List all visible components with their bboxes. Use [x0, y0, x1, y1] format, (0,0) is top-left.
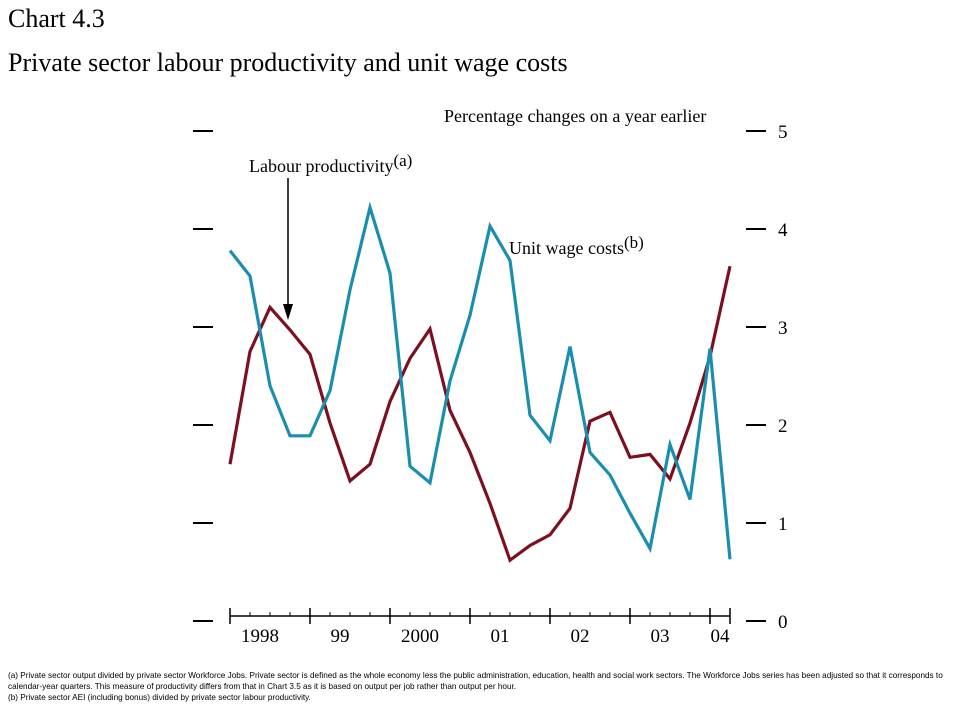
x-tick-label-2000: 2000 — [401, 626, 439, 647]
annotation-arrow-head — [283, 304, 293, 320]
y-tick-label-2: 2 — [778, 416, 788, 437]
series-lines — [228, 201, 732, 563]
y-tick-label-3: 3 — [778, 318, 788, 339]
y-tick-label-4: 4 — [778, 220, 788, 241]
annotation-labour-productivity-label: Labour productivity — [249, 156, 393, 176]
x-tick-label-99: 99 — [331, 626, 350, 647]
annotation-unit-wage-costs-label: Unit wage costs — [509, 238, 624, 258]
x-axis: 1998 99 2000 01 02 03 04 — [229, 608, 731, 647]
annotation-unit-wage-costs-marker: (b) — [624, 233, 644, 252]
series-line-unit-wage-costs — [228, 201, 732, 560]
unit-label: Percentage changes on a year earlier — [444, 106, 706, 126]
svg-text:Unit wage costs(b): Unit wage costs(b) — [509, 233, 644, 258]
left-axis-ticks — [193, 130, 213, 622]
y-tick-label-5: 5 — [778, 122, 788, 143]
svg-text:Labour productivity(a): Labour productivity(a) — [249, 151, 412, 176]
y-tick-label-0: 0 — [778, 612, 788, 633]
annotation-unit-wage-costs: Unit wage costs(b) — [509, 233, 644, 258]
footnote-b: (b) Private sector AEI (including bonus)… — [8, 693, 311, 702]
right-axis-ticks — [746, 130, 766, 622]
annotation-labour-productivity: Labour productivity(a) — [249, 151, 412, 320]
x-tick-label-1998: 1998 — [241, 626, 279, 647]
x-tick-label-01: 01 — [491, 626, 510, 647]
line-chart: Percentage changes on a year earlier 012… — [193, 106, 788, 647]
x-tick-label-03: 03 — [651, 626, 670, 647]
chart-number: Chart 4.3 — [8, 4, 105, 33]
annotation-labour-productivity-marker: (a) — [393, 151, 412, 170]
x-tick-label-04: 04 — [711, 626, 731, 647]
footnotes: (a) Private sector output divided by pri… — [8, 670, 956, 703]
y-tick-label-1: 1 — [778, 514, 788, 535]
footnote-a: (a) Private sector output divided by pri… — [8, 671, 943, 691]
chart-title: Private sector labour productivity and u… — [8, 48, 568, 77]
x-tick-label-02: 02 — [571, 626, 590, 647]
series-line-labour-productivity — [228, 265, 732, 563]
right-axis-tick-labels: 0 1 2 3 4 5 — [778, 122, 788, 633]
